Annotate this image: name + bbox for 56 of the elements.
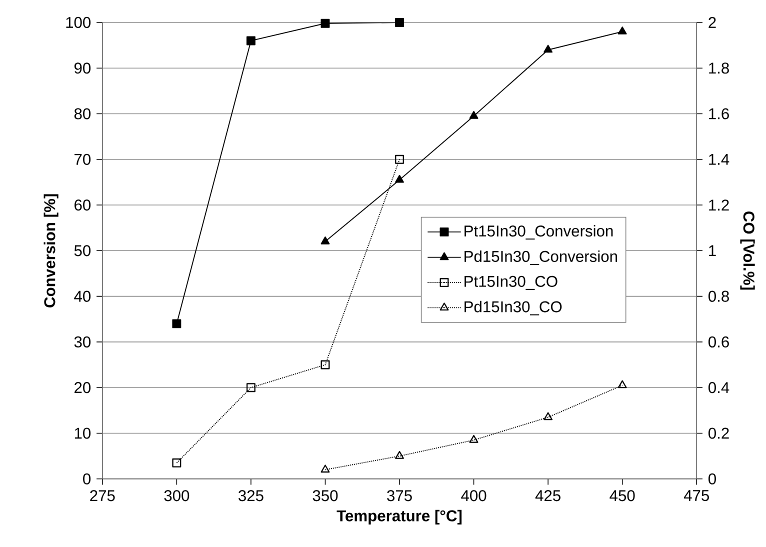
point [246,36,256,46]
point [246,382,256,392]
y-axis-title: Conversion [%] [44,194,58,308]
y-tick-label: 20 [74,382,91,393]
point [469,434,478,443]
legend-label: Pd15In30_Conversion [464,250,617,265]
x-tick-label: 350 [312,490,338,502]
y-tick-label: 90 [74,62,91,74]
point [395,174,404,183]
x-tick-label: 400 [461,490,486,502]
y2-tick-label: 0.8 [708,290,729,302]
legend-label: Pt15In30_CO [464,276,558,290]
y2-tick-label: 0.4 [708,382,730,393]
legend-label: Pd15In30_CO [464,300,562,316]
x-tick-label: 375 [387,490,412,502]
point [469,110,478,119]
x-tick-label: 325 [238,490,264,502]
y-tick-label: 30 [74,336,91,348]
y-tick-label: 80 [74,108,91,120]
point [320,464,330,472]
y2-tick-label: 1.4 [709,154,730,165]
x-tick-label: 450 [610,490,635,502]
y-tick-label: 70 [74,154,91,165]
x-tick-label: 300 [164,490,190,502]
y2-tick-label: 1.2 [709,199,729,210]
y2-tick-label: 1 [709,245,716,256]
point [618,380,627,388]
point [320,360,330,370]
y2-tick-label: 1.8 [709,62,729,74]
y-tick-label: 100 [66,16,91,28]
y2-tick-label: 0.2 [708,428,729,439]
point [395,154,404,164]
point [172,319,182,328]
y2-tick-label: 0.6 [708,336,729,348]
y2-axis-title: CO [Vol.%] [740,211,755,290]
x-tick-label: 425 [535,490,560,502]
y2-tick-label: 2 [708,16,716,28]
point [395,18,404,27]
x-tick-label: 475 [684,490,709,501]
point [320,18,330,28]
y-tick-label: 50 [74,244,91,256]
y-tick-label: 40 [74,290,91,302]
point [320,236,330,244]
y2-tick-label: 0 [708,473,716,484]
point [172,458,182,468]
x-axis-title: Temperature [°C] [336,510,462,524]
point [395,450,404,459]
point [618,26,627,34]
y2-tick-label: 1.6 [709,108,729,120]
legend-label: Pt15In30_Conversion [464,224,613,240]
point [544,412,553,420]
y-tick-label: 60 [74,199,91,210]
x-tick-label: 275 [90,490,115,502]
point [544,44,553,53]
y-tick-label: 10 [74,428,91,439]
y-tick-label: 0 [83,473,91,484]
